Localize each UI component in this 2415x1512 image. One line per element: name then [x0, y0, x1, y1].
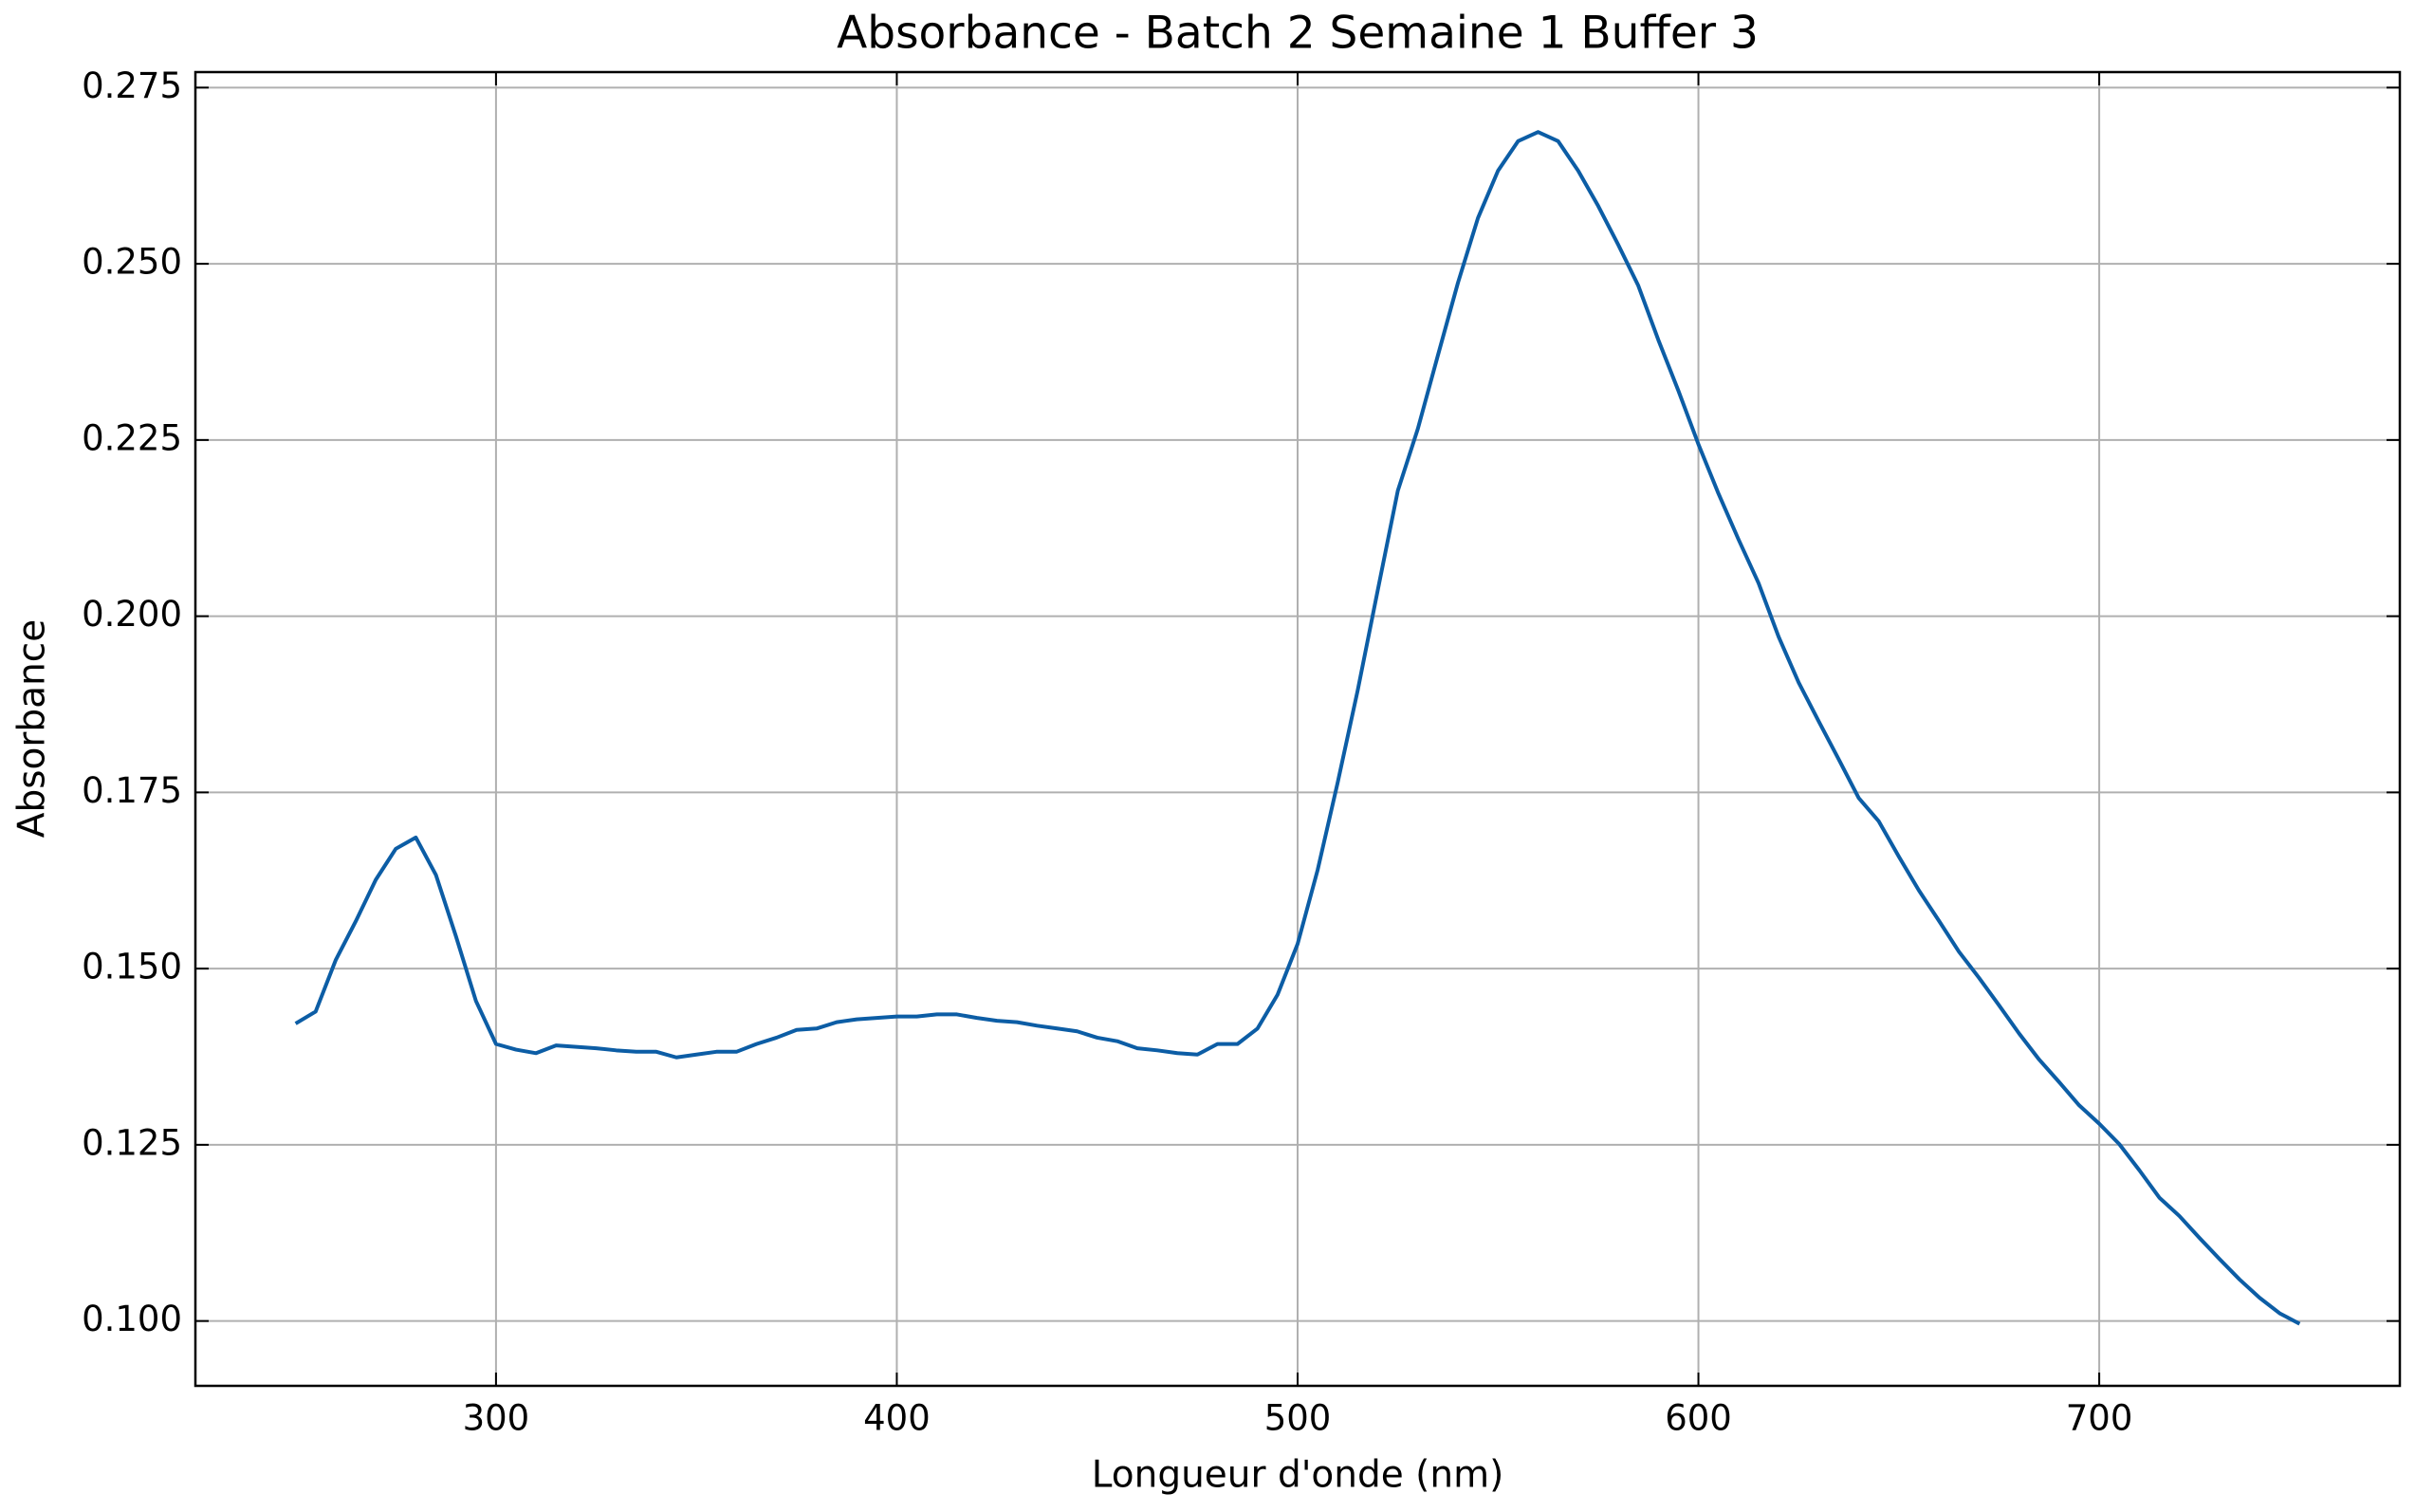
x-tick-label: 600: [1665, 1398, 1732, 1439]
chart-title: Absorbance - Batch 2 Semaine 1 Buffer 3: [837, 8, 1759, 60]
data-line: [294, 130, 2301, 1326]
x-tick-label: 700: [2066, 1398, 2133, 1439]
y-tick-label: 0.200: [82, 594, 182, 635]
x-axis-title: Longueur d'onde (nm): [1092, 1454, 1504, 1497]
y-tick-label: 0.125: [82, 1122, 182, 1163]
plot-frame: [194, 70, 2402, 1388]
x-tick-label: 500: [1264, 1398, 1332, 1439]
x-tick-label: 400: [863, 1398, 931, 1439]
y-axis-title: Absorbance: [11, 619, 54, 838]
y-tick-label: 0.225: [82, 417, 182, 458]
x-tick-label: 300: [463, 1398, 530, 1439]
y-tick-label: 0.175: [82, 770, 182, 811]
y-tick-label: 0.150: [82, 947, 182, 987]
y-tick-label: 0.100: [82, 1299, 182, 1339]
y-tick-label: 0.275: [82, 65, 182, 106]
y-tick-label: 0.250: [82, 242, 182, 283]
